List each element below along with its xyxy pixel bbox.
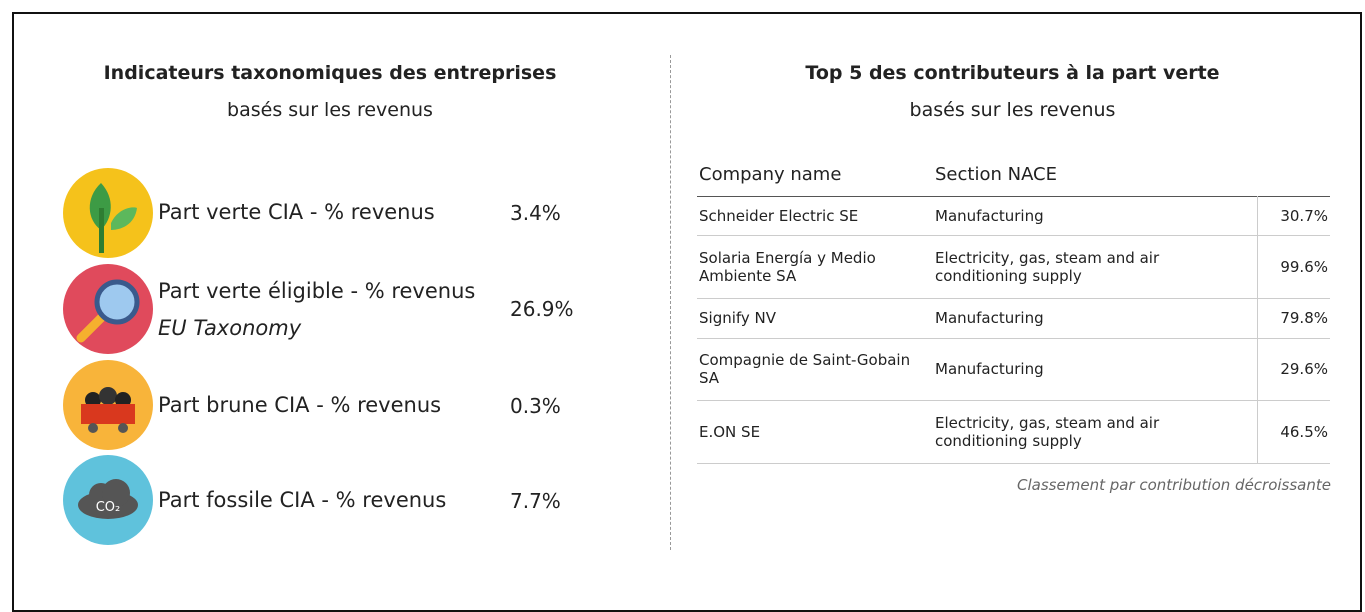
co2-icon: CO₂ [63, 455, 153, 545]
table-cell: Electricity, gas, steam and air conditio… [935, 248, 1160, 285]
table-cell: E.ON SE [699, 422, 761, 441]
table-cell: Signify NV [699, 309, 777, 327]
table-cell: Compagnie de Saint-Gobain SA [699, 351, 911, 387]
table-cell: Solaria Energía y Medio Ambiente SA [699, 248, 876, 285]
table-cell: 99.6% [1257, 235, 1330, 298]
page: Indicateurs taxonomiques des entreprises… [12, 12, 1362, 612]
indicator-label: Part verte CIA - % revenus [158, 200, 435, 224]
header-cell: Company name [699, 163, 842, 185]
indicator-note: EU Taxonomy [158, 316, 302, 340]
left-title: Indicateurs taxonomiques des entreprises [103, 62, 557, 84]
indicator-label: Part brune CIA - % revenus [158, 393, 442, 417]
table-row: Schneider Electric SE Manufacturing 30.7% [697, 196, 1330, 236]
table-row: Compagnie de Saint-Gobain SA Manufacturin… [697, 338, 1330, 401]
header-cell: Section NACE [935, 163, 1058, 185]
indicator-value: 0.3% [510, 394, 561, 418]
indicator-label: Part verte éligible - % revenus [158, 279, 476, 303]
table-cell: 79.8% [1257, 298, 1330, 338]
indicator-value: 7.7% [510, 489, 561, 513]
divider [670, 55, 671, 550]
leaf-icon [63, 168, 153, 258]
table-cell: 46.5% [1257, 400, 1330, 463]
table-cell: 29.6% [1257, 338, 1330, 400]
indicator-label: Part fossile CIA - % revenus [158, 488, 447, 512]
magnifier-icon [63, 264, 153, 354]
table-cell: Schneider Electric SE [699, 206, 859, 225]
table-cell: Manufacturing [935, 206, 1044, 225]
table-cell: Electricity, gas, steam and air conditio… [935, 413, 1160, 450]
table-row: E.ON SE Electricity, gas, steam and air c… [697, 400, 1330, 464]
table-row: Solaria Energía y Medio Ambiente SA Elect… [697, 235, 1330, 299]
right-subtitle: basés sur les revenus [909, 99, 1116, 121]
footnote: Classement par contribution décroissante [1017, 476, 1331, 494]
icon-text: CO₂ [96, 500, 121, 515]
coal-icon [63, 360, 153, 450]
table-cell: Manufacturing [935, 360, 1044, 378]
right-title: Top 5 des contributeurs à la part verte [805, 62, 1220, 84]
table-cell: 30.7% [1257, 196, 1330, 235]
indicator-value: 26.9% [510, 297, 574, 321]
table-header: Company name Section NACE [697, 152, 1330, 197]
indicator-value: 3.4% [510, 201, 561, 225]
left-subtitle: basés sur les revenus [227, 99, 433, 121]
table-cell: Manufacturing [935, 309, 1044, 327]
table-row: Signify NV Manufacturing 79.8% [697, 298, 1330, 339]
